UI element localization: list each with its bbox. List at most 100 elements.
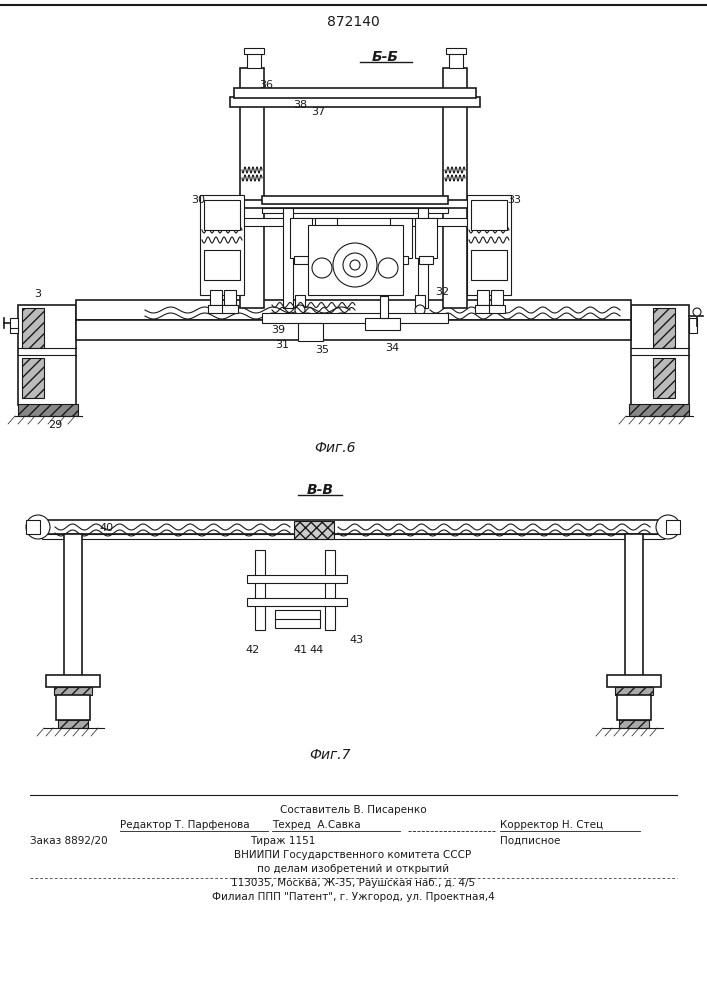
Bar [415,295,425,307]
Bar [666,520,680,534]
Text: Б-Б: Б-Б [371,50,399,64]
Bar [475,305,491,313]
Text: Подписное: Подписное [500,836,561,846]
Text: 37: 37 [311,107,325,117]
Text: 30: 30 [191,195,205,205]
Circle shape [295,305,305,315]
Text: 38: 38 [293,100,307,110]
Bar [653,358,675,398]
Circle shape [333,243,377,287]
Bar [467,195,511,295]
Bar [294,521,334,539]
Text: ВНИИПИ Государственного комитета СССР: ВНИИПИ Государственного комитета СССР [235,850,472,860]
Text: по делам изобретений и открытий: по делам изобретений и открытий [257,864,449,874]
Circle shape [343,253,367,277]
Bar [262,313,448,323]
Bar [204,250,240,280]
Bar [76,300,631,320]
Bar [619,720,649,728]
Bar [240,68,264,308]
Text: 39: 39 [271,325,285,335]
Bar [325,550,335,630]
Bar [204,200,240,230]
Bar [22,358,44,398]
Bar [617,695,651,720]
Bar [319,256,333,264]
Text: 41: 41 [293,645,307,655]
Bar [234,200,476,208]
Text: Фиг.7: Фиг.7 [309,748,351,762]
Text: 32: 32 [435,287,449,297]
Bar [42,534,664,539]
Text: 33: 33 [507,195,521,205]
Bar [380,296,388,318]
Bar [625,534,643,684]
Bar [653,308,675,348]
Bar [247,52,261,68]
Bar [58,720,88,728]
Bar [224,290,236,305]
Text: Фиг.6: Фиг.6 [314,441,356,455]
Text: 35: 35 [315,345,329,355]
Bar [491,290,503,305]
Bar [607,675,661,687]
Bar [247,598,347,606]
Bar [262,196,448,204]
Bar [631,305,689,405]
Bar [222,305,238,313]
Circle shape [312,258,332,278]
Text: Техред  А.Савка: Техред А.Савка [272,820,361,830]
Bar [415,218,437,258]
Circle shape [656,515,680,539]
Bar [46,675,100,687]
Bar [471,250,507,280]
Bar [283,208,293,308]
Text: 43: 43 [350,635,364,645]
Circle shape [693,308,701,316]
Circle shape [350,260,360,270]
Text: 872140: 872140 [327,15,380,29]
Bar [22,308,44,348]
Bar [294,256,308,264]
Bar [446,48,466,54]
Bar [418,208,428,308]
Bar [42,520,664,534]
Bar [365,318,400,330]
Bar [290,218,312,258]
Bar [64,534,82,684]
Bar [200,195,244,295]
Text: 3: 3 [35,289,42,299]
Bar [54,687,92,695]
Bar [449,52,463,68]
Bar [208,305,224,313]
Bar [244,48,264,54]
Text: Корректор Н. Стец: Корректор Н. Стец [500,820,603,830]
Text: 34: 34 [385,343,399,353]
Bar [18,305,76,405]
Text: Составитель В. Писаренко: Составитель В. Писаренко [280,805,426,815]
Bar [275,610,320,628]
Text: 42: 42 [246,645,260,655]
Bar [26,520,40,534]
Bar [489,305,505,313]
Bar [298,323,323,341]
Circle shape [415,305,425,315]
Bar [689,318,697,333]
Text: 40: 40 [99,523,113,533]
Bar [394,256,408,264]
Bar [18,404,78,416]
Bar [390,218,412,258]
Bar [308,225,403,295]
Bar [315,218,337,258]
Text: 29: 29 [48,420,62,430]
Bar [255,550,265,630]
Bar [210,290,222,305]
Bar [262,208,448,213]
Bar [247,575,347,583]
Bar [477,290,489,305]
Text: Филиал ППП "Патент", г. Ужгород, ул. Проектная,4: Филиал ППП "Патент", г. Ужгород, ул. Про… [211,892,494,902]
Text: Редактор Т. Парфенова: Редактор Т. Парфенова [120,820,250,830]
Text: 36: 36 [259,80,273,90]
Text: Тираж 1151: Тираж 1151 [250,836,315,846]
Text: Заказ 8892/20: Заказ 8892/20 [30,836,107,846]
